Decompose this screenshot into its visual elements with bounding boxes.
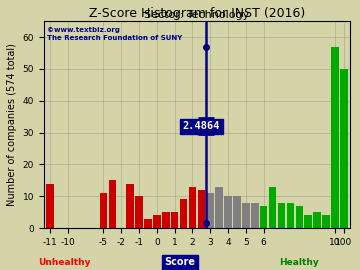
Bar (153, 215, 161, 228)
Bar (233, 196, 241, 228)
Bar (269, 187, 276, 228)
Bar (207, 193, 214, 228)
Bar (260, 206, 267, 228)
Bar (108, 180, 116, 228)
Text: ©www.textbiz.org
The Research Foundation of SUNY: ©www.textbiz.org The Research Foundation… (47, 27, 182, 41)
Bar (296, 206, 303, 228)
Bar (305, 215, 312, 228)
Bar (171, 212, 179, 228)
Bar (331, 47, 339, 228)
Text: 2.4864: 2.4864 (183, 121, 220, 131)
Bar (224, 196, 232, 228)
Bar (215, 187, 223, 228)
Text: Healthy: Healthy (279, 258, 319, 267)
Text: Unhealthy: Unhealthy (39, 258, 91, 267)
Y-axis label: Number of companies (574 total): Number of companies (574 total) (7, 43, 17, 206)
Bar (242, 203, 250, 228)
Text: Score: Score (165, 257, 195, 267)
Bar (135, 196, 143, 228)
Bar (126, 184, 134, 228)
Bar (340, 69, 348, 228)
Text: Sector: Technology: Sector: Technology (144, 10, 249, 20)
Bar (287, 203, 294, 228)
Bar (198, 190, 205, 228)
Bar (144, 219, 152, 228)
Title: Z-Score Histogram for INST (2016): Z-Score Histogram for INST (2016) (89, 7, 305, 20)
Bar (251, 203, 258, 228)
Bar (162, 212, 170, 228)
Bar (313, 212, 321, 228)
Bar (180, 200, 187, 228)
Bar (100, 193, 107, 228)
Bar (322, 215, 330, 228)
Bar (278, 203, 285, 228)
Bar (46, 184, 54, 228)
Bar (189, 187, 196, 228)
